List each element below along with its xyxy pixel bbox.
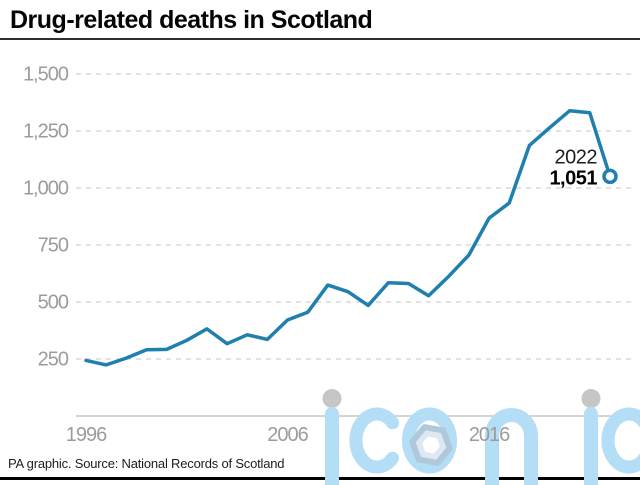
endpoint-marker [602,168,618,185]
source-credit: PA graphic. Source: National Records of … [8,456,285,471]
title-divider [0,38,640,40]
y-tick-label: 1,500 [23,64,69,86]
endpoint-value-label: 1,051 [549,167,597,189]
y-tick-label: 750 [38,235,69,257]
y-tick-label: 1,250 [23,121,69,143]
y-tick-label: 500 [38,292,69,314]
page-title: Drug-related deaths in Scotland [10,6,373,34]
y-tick-label: 250 [38,349,69,371]
endpoint-year-label: 2022 [555,146,598,168]
data-line [84,108,612,367]
y-tick-label: 1,000 [23,178,69,200]
footer-divider [0,477,640,480]
